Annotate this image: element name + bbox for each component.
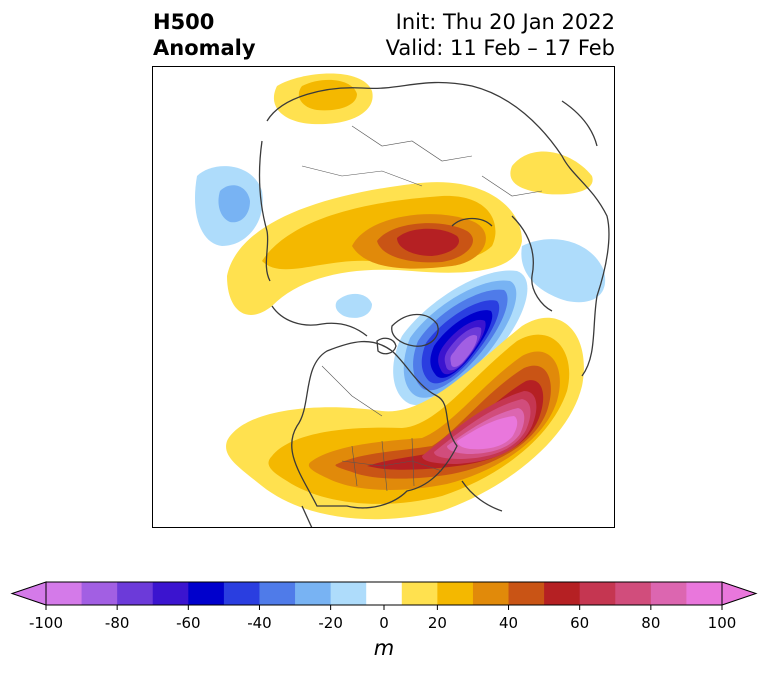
colorbar-swatch — [437, 582, 474, 605]
colorbar-unit: m — [373, 636, 395, 660]
negative-anomaly-europe-east — [521, 239, 606, 303]
colorbar-swatch — [223, 582, 260, 605]
colorbar-tick-label: -40 — [247, 614, 272, 632]
colorbar-tick-label: 40 — [498, 614, 519, 632]
colorbar-swatch — [117, 582, 154, 605]
positive-anomaly-arctic — [227, 182, 522, 315]
colorbar-tick-label: 60 — [570, 614, 590, 632]
colorbar-swatch — [259, 582, 296, 605]
positive-anomaly-europe — [510, 151, 593, 195]
colorbar-swatch — [544, 582, 581, 605]
colorbar-swatch — [188, 582, 225, 605]
negative-anomaly-pacific — [194, 166, 263, 246]
colorbar-swatch — [579, 582, 616, 605]
colorbar-swatch — [81, 582, 118, 605]
colorbar — [10, 581, 758, 610]
colorbar-swatch — [46, 582, 83, 605]
country-borders — [301, 125, 543, 492]
colorbar-tick-label: -20 — [318, 614, 343, 632]
negative-anomaly-central — [335, 293, 372, 318]
anomaly-map — [152, 66, 615, 528]
colorbar-tick-label: 0 — [379, 614, 389, 632]
colorbar-swatch — [472, 582, 510, 605]
positive-anomaly-atlantic — [226, 317, 584, 520]
colorbar-swatch — [686, 582, 723, 605]
negative-anomaly-greenland — [393, 270, 528, 406]
colorbar-tick-label: 20 — [427, 614, 447, 632]
colorbar-swatch — [615, 582, 652, 605]
colorbar-swatch — [401, 582, 438, 605]
colorbar-tick-label: -60 — [176, 614, 201, 632]
coastlines — [258, 81, 610, 528]
colorbar-tick-label: -100 — [28, 614, 64, 632]
init-date: Init: Thu 20 Jan 2022 — [395, 10, 615, 34]
colorbar-swatch — [295, 582, 332, 605]
map-title-left: H500 Anomaly — [153, 10, 256, 60]
colorbar-tick-label: -80 — [104, 614, 130, 632]
colorbar-swatch — [330, 582, 367, 605]
colorbar-extend-min — [10, 581, 47, 606]
map-title-right: Init: Thu 20 Jan 2022 Valid: 11 Feb – 17… — [386, 9, 615, 61]
colorbar-tick-label: 80 — [641, 614, 661, 632]
colorbar-swatch — [650, 582, 687, 605]
colorbar-swatch — [366, 582, 403, 605]
colorbar-swatch — [152, 582, 189, 605]
valid-range: Valid: 11 Feb – 17 Feb — [385, 36, 615, 60]
colorbar-swatch — [508, 582, 545, 605]
colorbar-tick-label: 100 — [707, 614, 737, 632]
colorbar-extend-max — [721, 581, 758, 606]
